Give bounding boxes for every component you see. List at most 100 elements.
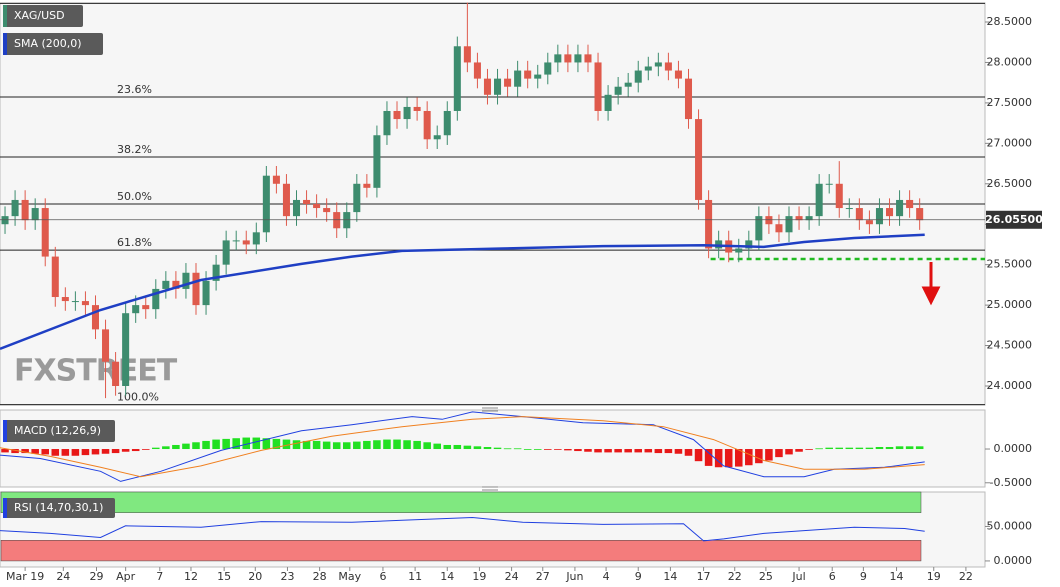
candle-body [483, 78, 491, 95]
x-tick-label: 14 [440, 570, 454, 583]
x-tick-label: 28 [313, 570, 327, 583]
candle-body [413, 106, 421, 111]
x-tick-label: 14 [890, 570, 904, 583]
macd-bar [594, 449, 602, 453]
candle-body [855, 208, 863, 221]
macd-bar [785, 449, 793, 455]
fib-label: 23.6% [117, 83, 152, 96]
x-tick-label: Apr [116, 570, 136, 583]
macd-bar [21, 449, 29, 454]
candle-body [835, 183, 843, 209]
x-tick-label: May [338, 570, 361, 583]
watermark: FXSTREET [14, 354, 178, 389]
macd-bar [1, 449, 9, 453]
candle-body [825, 183, 833, 185]
macd-bar [342, 442, 351, 450]
candle-body [162, 280, 170, 289]
y-tick-label: 0.0000 [994, 554, 1033, 567]
macd-bar [101, 449, 110, 454]
macd-bar [644, 449, 653, 453]
sma-line [0, 233, 925, 350]
candle-body [373, 135, 381, 188]
candle-body [916, 208, 924, 221]
macd-bar [895, 446, 904, 450]
macd-bar [322, 441, 331, 450]
macd-bar [503, 448, 512, 450]
candle-body [212, 264, 220, 281]
macd-bar [835, 447, 844, 450]
candle-body [654, 62, 662, 67]
macd-bar [152, 447, 160, 450]
macd-bar [533, 449, 542, 450]
x-tick-label: 29 [89, 570, 103, 583]
macd-bar [172, 444, 180, 450]
candle-body [31, 208, 39, 221]
y-tick-label: 0.0000 [994, 442, 1033, 455]
macd-bar [513, 448, 522, 450]
macd-bar [202, 440, 210, 450]
macd-bar [312, 440, 321, 450]
x-tick-label: 19 [472, 570, 486, 583]
macd-bar [252, 437, 261, 450]
macd-bar [272, 438, 281, 450]
macd-bar [614, 449, 622, 453]
candle-body [463, 46, 471, 63]
legend-box [3, 33, 103, 55]
candle-body [363, 183, 371, 188]
candle-body [453, 46, 461, 111]
macd-bar [654, 449, 663, 454]
macd-bar [111, 449, 120, 454]
candle-body [242, 240, 250, 245]
candle-body [112, 361, 120, 386]
y-tick-label: 25.0000 [987, 298, 1033, 311]
macd-bar [131, 449, 140, 452]
macd-bar [61, 449, 70, 456]
macd-bar [282, 439, 291, 450]
rsi-line [0, 516, 925, 542]
legend-label: MACD (12,26,9) [14, 424, 101, 437]
x-tick-label: Jun [565, 570, 583, 583]
macd-bar [162, 446, 170, 450]
macd-bar [734, 449, 743, 467]
y-tick-label: 24.5000 [987, 339, 1033, 352]
macd-bar [51, 449, 60, 456]
candle-body [785, 216, 793, 233]
candle-body [51, 256, 59, 298]
divider [482, 407, 498, 491]
x-tick-label: 22 [728, 570, 742, 583]
macd-bar [232, 438, 240, 450]
macd-bar [875, 446, 884, 450]
macd-bar [815, 448, 823, 450]
y-tick-label: 50.0000 [987, 519, 1033, 532]
macd-bar [41, 449, 49, 455]
macd-bar [745, 449, 753, 466]
candle-body [11, 199, 19, 217]
macd-bar [905, 446, 914, 450]
x-tick-label: 25 [759, 570, 773, 583]
candle-body [594, 62, 602, 111]
candle-body [604, 94, 612, 111]
legend-label: SMA (200,0) [14, 37, 82, 50]
last-price-label: 26.05500 [985, 213, 1043, 226]
candle-body [624, 82, 632, 87]
candle-body [674, 70, 682, 79]
candle-body [845, 208, 853, 210]
macd-bar [674, 449, 683, 454]
macd-bar [11, 449, 19, 454]
x-tick-label: 7 [156, 570, 163, 583]
macd-layer: MACD (12,26,9) 0.0000 -0.5000 [0, 411, 1033, 489]
candle-body [323, 208, 331, 213]
candle-body [644, 66, 652, 71]
macd-bar [694, 449, 703, 462]
candle-body [282, 183, 290, 217]
candle-body [41, 208, 49, 257]
macd-bar [664, 449, 673, 454]
macd-bar [363, 440, 371, 450]
candle-body [584, 54, 592, 63]
candle-body [684, 78, 693, 120]
macd-bar [885, 446, 894, 450]
candle-body [252, 232, 260, 245]
rsi-layer: RSI (14,70,30,1) 0.0000 50.0000 [0, 491, 1033, 567]
macd-bar [724, 449, 733, 468]
